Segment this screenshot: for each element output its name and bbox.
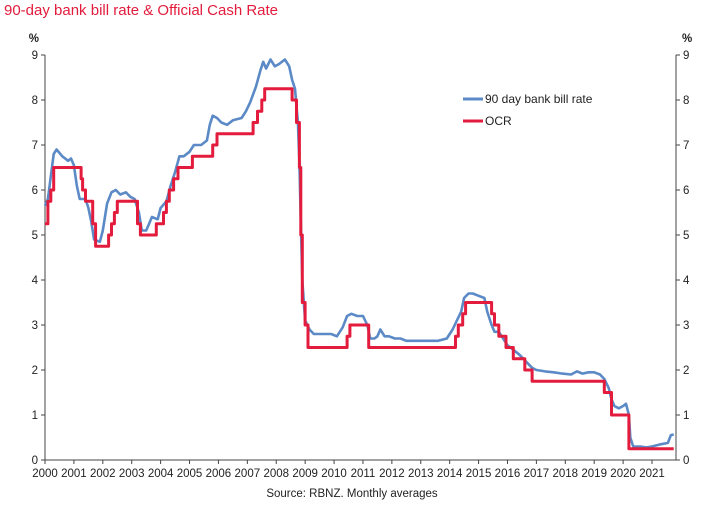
y-tick-label-left: 4 (32, 275, 39, 287)
y-tick-label-right: 8 (683, 95, 689, 107)
x-tick-label: 2006 (206, 468, 232, 480)
y-tick-label-right: 3 (683, 320, 689, 332)
x-tick-label: 2002 (90, 468, 116, 480)
x-tick-label: 2000 (32, 468, 58, 480)
y-tick-label-left: 5 (32, 230, 38, 242)
y-tick-label-right: 0 (683, 455, 689, 467)
x-tick-label: 2013 (408, 468, 434, 480)
x-tick-label: 2005 (177, 468, 203, 480)
x-tick-label: 2009 (292, 468, 318, 480)
y-tick-label-right: 7 (683, 140, 689, 152)
series-line-bank-bill (43, 58, 675, 449)
axes-layer: 0 01 12 23 34 45 56 67 78 89 9% %2000 2001 2002 2003 20… (29, 33, 692, 480)
x-tick-label: 2011 (351, 468, 376, 480)
series-layer (43, 58, 675, 451)
y-unit-right: % (682, 33, 692, 45)
y-tick-label-left: 0 (32, 455, 38, 467)
x-tick-label: 2008 (263, 468, 289, 480)
y-tick-label-right: 6 (683, 185, 689, 197)
legend-label: OCR (485, 114, 512, 128)
legend-label: 90 day bank bill rate (485, 92, 593, 106)
x-tick-label: 2004 (148, 468, 174, 480)
x-tick-label: 2020 (610, 468, 636, 480)
y-tick-label-left: 8 (32, 95, 38, 107)
x-tick-label: 2001 (61, 468, 87, 480)
y-tick-label-left: 1 (32, 410, 38, 422)
x-tick-label: 2007 (235, 468, 261, 480)
x-tick-label: 2019 (581, 468, 607, 480)
y-tick-label-left: 6 (32, 185, 38, 197)
y-tick-label-left: 9 (32, 50, 38, 62)
x-tick-label: 2018 (552, 468, 578, 480)
x-tick-label: 2017 (524, 468, 550, 480)
source-note: Source: RBNZ. Monthly averages (266, 488, 438, 500)
y-tick-label-right: 2 (683, 365, 689, 377)
x-tick-label: 2014 (437, 468, 463, 480)
y-tick-label-right: 1 (683, 410, 689, 422)
y-tick-label-left: 3 (32, 320, 38, 332)
chart-title: 90-day bank bill rate & Official Cash Ra… (4, 2, 279, 19)
legend: 90 day bank bill rate OCR (463, 92, 593, 128)
y-tick-label-left: 2 (32, 365, 38, 377)
y-tick-label-right: 4 (683, 275, 690, 287)
y-tick-label-right: 5 (683, 230, 689, 242)
series-line-ocr (45, 87, 674, 451)
y-unit-left: % (29, 33, 39, 45)
y-tick-label-right: 9 (683, 50, 689, 62)
x-tick-label: 2015 (466, 468, 492, 480)
x-tick-label: 2003 (119, 468, 145, 480)
x-tick-label: 2021 (639, 468, 665, 480)
x-tick-label: 2016 (495, 468, 521, 480)
x-tick-label: 2012 (379, 468, 405, 480)
y-tick-label-left: 7 (32, 140, 38, 152)
x-tick-label: 2010 (321, 468, 347, 480)
